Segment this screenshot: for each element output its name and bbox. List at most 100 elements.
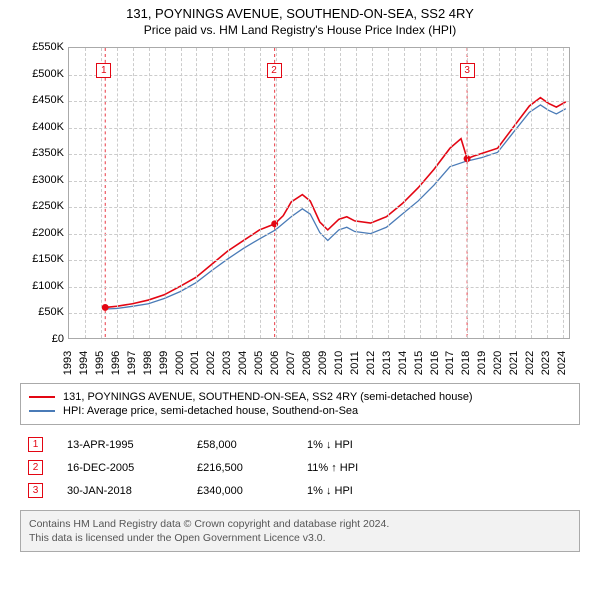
y-axis-label: £50K — [20, 306, 64, 318]
x-axis-label: 2008 — [301, 351, 313, 375]
gridline-v — [101, 48, 102, 338]
sale-row: 3 30-JAN-2018£340,0001% ↓ HPI — [20, 479, 580, 502]
sale-diff: 1% ↓ HPI — [307, 439, 427, 451]
x-axis-label: 2021 — [508, 351, 520, 375]
sale-date: 30-JAN-2018 — [67, 485, 197, 497]
chart-svg — [69, 48, 569, 338]
footer-line2: This data is licensed under the Open Gov… — [29, 531, 571, 545]
gridline-v — [563, 48, 564, 338]
gridline-h — [69, 260, 569, 261]
y-axis-label: £0 — [20, 333, 64, 345]
gridline-h — [69, 287, 569, 288]
sale-price: £216,500 — [197, 462, 307, 474]
gridline-v — [117, 48, 118, 338]
x-axis-label: 2018 — [460, 351, 472, 375]
x-axis-label: 2007 — [285, 351, 297, 375]
gridline-h — [69, 154, 569, 155]
legend-swatch — [29, 410, 55, 412]
gridline-v — [388, 48, 389, 338]
legend-label: HPI: Average price, semi-detached house,… — [63, 405, 358, 417]
gridline-h — [69, 313, 569, 314]
sale-date: 13-APR-1995 — [67, 439, 197, 451]
y-axis-label: £250K — [20, 200, 64, 212]
sale-row: 1 13-APR-1995£58,0001% ↓ HPI — [20, 433, 580, 456]
gridline-v — [372, 48, 373, 338]
footer-line1: Contains HM Land Registry data © Crown c… — [29, 517, 571, 531]
y-axis-label: £100K — [20, 280, 64, 292]
legend-row: HPI: Average price, semi-detached house,… — [29, 405, 571, 417]
x-axis-label: 2005 — [253, 351, 265, 375]
x-axis-label: 2000 — [174, 351, 186, 375]
sale-price: £340,000 — [197, 485, 307, 497]
gridline-v — [515, 48, 516, 338]
y-axis-label: £550K — [20, 41, 64, 53]
gridline-v — [292, 48, 293, 338]
gridline-h — [69, 181, 569, 182]
gridline-v — [276, 48, 277, 338]
x-axis-label: 2019 — [476, 351, 488, 375]
x-axis-label: 2017 — [444, 351, 456, 375]
title-line2: Price paid vs. HM Land Registry's House … — [10, 23, 590, 37]
gridline-v — [244, 48, 245, 338]
x-axis-label: 1993 — [62, 351, 74, 375]
gridline-v — [181, 48, 182, 338]
footer-attribution: Contains HM Land Registry data © Crown c… — [20, 510, 580, 552]
gridline-v — [85, 48, 86, 338]
y-axis-label: £150K — [20, 253, 64, 265]
series-line — [105, 98, 566, 308]
x-axis-label: 2016 — [429, 351, 441, 375]
legend-label: 131, POYNINGS AVENUE, SOUTHEND-ON-SEA, S… — [63, 391, 473, 403]
gridline-v — [340, 48, 341, 338]
gridline-v — [451, 48, 452, 338]
y-axis-label: £350K — [20, 147, 64, 159]
gridline-v — [212, 48, 213, 338]
x-axis-label: 1997 — [126, 351, 138, 375]
sales-table: 113-APR-1995£58,0001% ↓ HPI216-DEC-2005£… — [20, 433, 580, 502]
gridline-v — [356, 48, 357, 338]
gridline-h — [69, 101, 569, 102]
x-axis-label: 2002 — [205, 351, 217, 375]
x-axis-label: 2010 — [333, 351, 345, 375]
y-axis-label: £450K — [20, 94, 64, 106]
y-axis-label: £500K — [20, 68, 64, 80]
legend-swatch — [29, 396, 55, 398]
x-axis-label: 2001 — [189, 351, 201, 375]
gridline-v — [404, 48, 405, 338]
x-axis-label: 1998 — [142, 351, 154, 375]
legend-row: 131, POYNINGS AVENUE, SOUTHEND-ON-SEA, S… — [29, 391, 571, 403]
gridline-v — [260, 48, 261, 338]
chart-wrap: £0 £50K £100K £150K £200K £250K £300K £350K £400… — [20, 39, 580, 379]
gridline-h — [69, 75, 569, 76]
x-axis-label: 2014 — [397, 351, 409, 375]
x-axis-label: 2006 — [269, 351, 281, 375]
x-axis-label: 1999 — [158, 351, 170, 375]
sale-diff: 1% ↓ HPI — [307, 485, 427, 497]
sale-marker-box: 3 — [460, 63, 475, 78]
x-axis-label: 2024 — [556, 351, 568, 375]
chart-plot-area — [68, 47, 570, 339]
x-axis-label: 2012 — [365, 351, 377, 375]
gridline-v — [228, 48, 229, 338]
sale-num-box: 3 — [28, 483, 43, 498]
y-axis-label: £200K — [20, 227, 64, 239]
sale-diff: 11% ↑ HPI — [307, 462, 427, 474]
x-axis-label: 2004 — [237, 351, 249, 375]
chart-titles: 131, POYNINGS AVENUE, SOUTHEND-ON-SEA, S… — [0, 0, 600, 39]
x-axis-label: 2022 — [524, 351, 536, 375]
gridline-h — [69, 234, 569, 235]
gridline-h — [69, 128, 569, 129]
y-axis-label: £300K — [20, 174, 64, 186]
y-axis-label: £400K — [20, 121, 64, 133]
sale-price: £58,000 — [197, 439, 307, 451]
x-axis-label: 2013 — [381, 351, 393, 375]
gridline-v — [547, 48, 548, 338]
gridline-v — [196, 48, 197, 338]
x-axis-label: 2015 — [413, 351, 425, 375]
gridline-v — [436, 48, 437, 338]
sale-num-box: 1 — [28, 437, 43, 452]
gridline-v — [483, 48, 484, 338]
sale-marker-dot — [102, 304, 109, 311]
x-axis-label: 1996 — [110, 351, 122, 375]
x-axis-label: 2023 — [540, 351, 552, 375]
gridline-v — [165, 48, 166, 338]
